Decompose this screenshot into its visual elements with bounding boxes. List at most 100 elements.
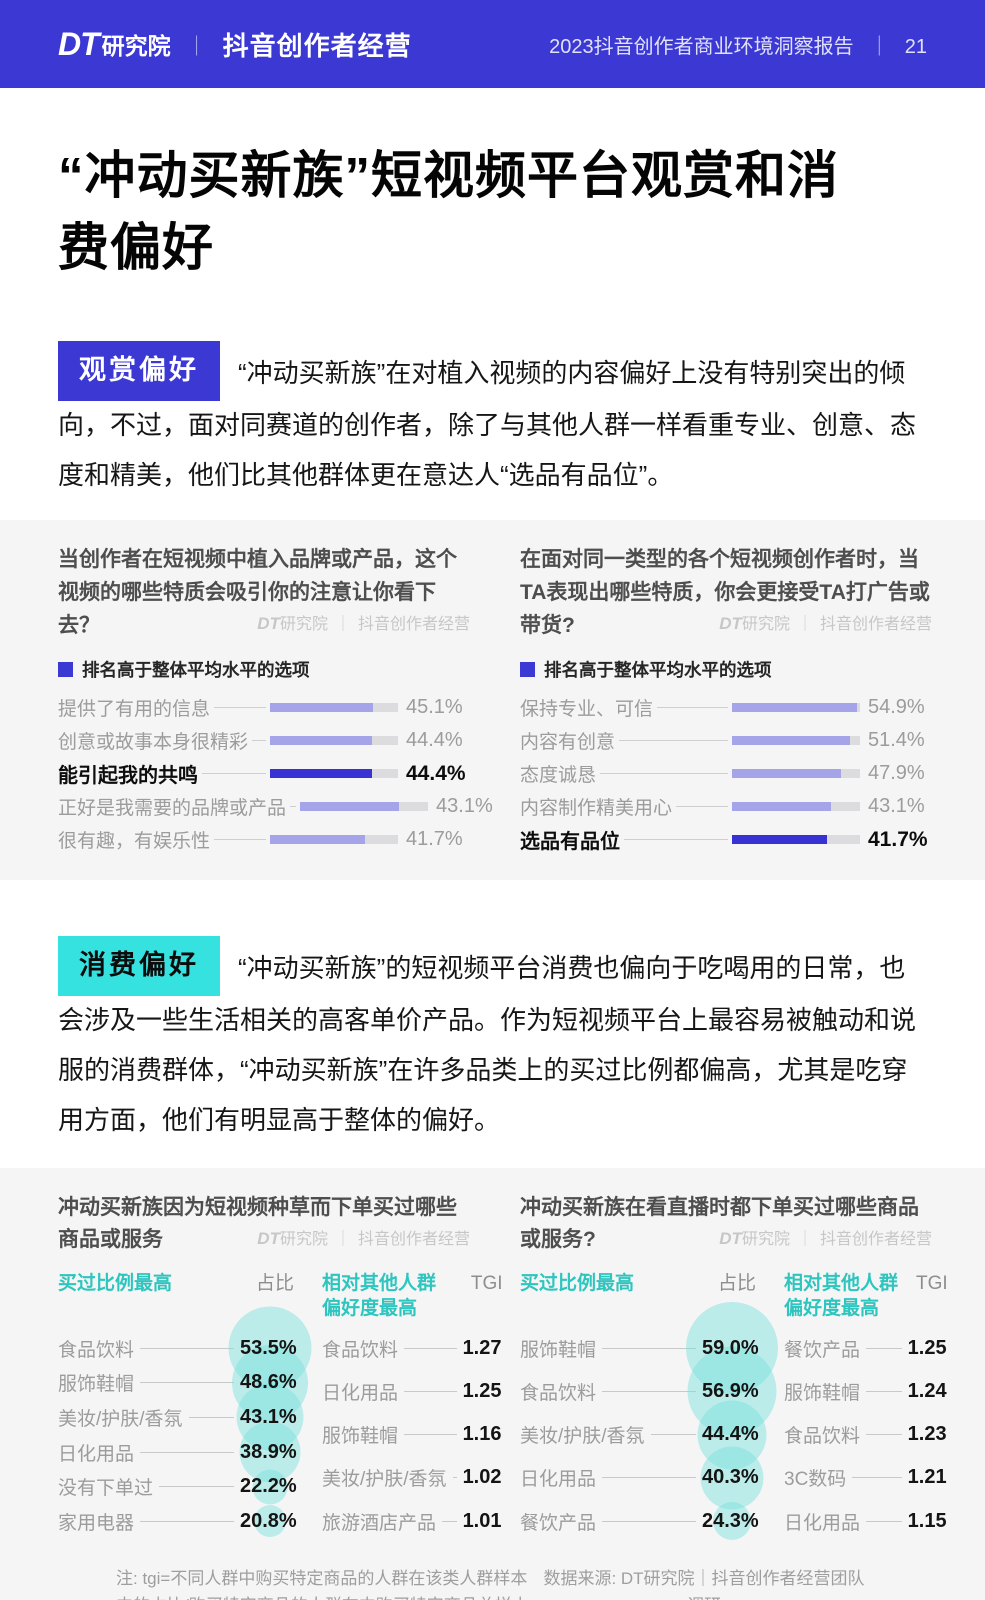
row-value-text: 59.0%	[702, 1336, 759, 1359]
bar-fill	[732, 703, 858, 713]
table-body: 买过比例最高 占比 服饰鞋帽 59.0% 食品饮料 56.9% 美妆/护肤/香氛 44.4% 日…	[520, 1271, 948, 1541]
bar-label: 态度诚恳	[520, 765, 597, 787]
table-row: 食品饮料 56.9%	[520, 1346, 777, 1436]
row-value: 43.1%	[236, 1383, 308, 1451]
viewing-preference-paragraph: 观赏偏好 “冲动买新族”在对植入视频的内容偏好上没有特别突出的倾向，不过，面对同赛…	[58, 340, 927, 501]
page-number: 21	[904, 35, 927, 58]
value-column-header: TGI	[470, 1272, 503, 1294]
row-value-text: 22.2%	[240, 1475, 297, 1498]
table-row: 餐饮产品 24.3%	[520, 1502, 770, 1541]
row-label: 餐饮产品	[784, 1339, 861, 1361]
bar-track	[270, 769, 398, 779]
leader-line	[140, 1382, 234, 1384]
leader-line	[866, 1390, 902, 1392]
dt-watermark-suffix: 研究院	[741, 616, 790, 634]
row-value-text: 1.25	[462, 1379, 502, 1402]
row-value: 22.2%	[240, 1469, 308, 1505]
leader-line	[650, 1434, 696, 1436]
leader-line	[202, 773, 266, 775]
table-rows: 食品饮料 1.27 日化用品 1.25 服饰鞋帽 1.16 美妆/护肤/香氛 1.02 旅游酒店…	[322, 1335, 511, 1535]
row-value-text: 43.1%	[240, 1405, 297, 1428]
bar-value: 41.7%	[406, 828, 463, 851]
report-title: 2023抖音创作者商业环境洞察报告	[549, 35, 854, 58]
value-bubble	[687, 1346, 777, 1436]
table-title: 冲动买新族因为短视频种草而下单买过哪些商品或服务 DT研究院 ｜ 抖音创作者经营	[58, 1192, 470, 1257]
leader-line	[452, 1477, 457, 1479]
column-header: 买过比例最高	[520, 1272, 635, 1294]
bar-fill	[270, 703, 374, 713]
chart-title-text: 在面对同一类型的各个短视频创作者时，当TA表现出哪些特质，你会更接受TA打广告或…	[520, 548, 930, 637]
row-value: 56.9%	[687, 1346, 777, 1436]
row-label: 旅游酒店产品	[322, 1512, 437, 1534]
bar-row: 内容制作精美用心 43.1%	[520, 790, 932, 823]
consumption-preference-paragraph: 消费偏好 “冲动买新族”的短视频平台消费也偏向于吃喝用的日常，也会涉及一些生活相关…	[58, 936, 927, 1146]
table-row: 餐饮产品 1.25	[784, 1335, 956, 1362]
row-label: 食品饮料	[784, 1426, 861, 1448]
footnotes: 注: tgi=不同人群中购买特定商品的人群在该类人群样本中的占比/购买特定商品的…	[58, 1565, 927, 1600]
watermark-divider: ｜	[334, 1230, 351, 1248]
table-row: 美妆/护肤/香氛 43.1%	[58, 1383, 308, 1451]
row-label: 日化用品	[322, 1382, 399, 1404]
dt-watermark-logo: DT	[257, 1228, 280, 1248]
row-value: 20.8%	[240, 1505, 308, 1538]
tgi-footnote: 注: tgi=不同人群中购买特定商品的人群在该类人群样本中的占比/购买特定商品的…	[116, 1568, 529, 1600]
legend-square-icon	[58, 662, 73, 678]
chart-title-text: 当创作者在短视频中植入品牌或产品，这个视频的哪些特质会吸引你的注意让你看下去？	[58, 548, 457, 637]
dt-watermark: DT研究院 ｜ 抖音创作者经营	[719, 611, 932, 638]
row-value-text: 1.23	[907, 1423, 947, 1446]
table-row: 美妆/护肤/香氛 44.4%	[520, 1400, 770, 1470]
leader-line	[404, 1434, 457, 1436]
table-sub-header: 买过比例最高 占比	[520, 1271, 770, 1335]
table-row: 美妆/护肤/香氛 1.02	[322, 1464, 511, 1491]
chart-title: 当创作者在短视频中植入品牌或产品，这个视频的哪些特质会吸引你的注意让你看下去？ D…	[58, 544, 470, 642]
bar-track	[732, 769, 860, 779]
table-row: 3C数码 1.21	[784, 1464, 956, 1491]
table-sub-header: 相对其他人群偏好度最高 TGI	[784, 1271, 956, 1335]
row-label: 日化用品	[520, 1469, 597, 1491]
watermark-divider: ｜	[796, 616, 813, 634]
dt-watermark-logo: DT	[719, 614, 742, 634]
row-value: 24.3%	[702, 1502, 770, 1541]
leader-line	[866, 1434, 902, 1436]
legend-square-icon	[520, 662, 535, 678]
value-bubble	[228, 1306, 312, 1390]
table-row: 没有下单过 22.2%	[58, 1469, 308, 1505]
row-value-text: 24.3%	[702, 1509, 759, 1532]
row-value-text: 48.6%	[240, 1371, 297, 1394]
row-label: 美妆/护肤/香氛	[58, 1408, 183, 1430]
report-divider: ｜	[869, 35, 890, 58]
table-sub-left: 买过比例最高 占比 服饰鞋帽 59.0% 食品饮料 56.9% 美妆/护肤/香氛 44.4% 日…	[520, 1271, 778, 1541]
row-label: 家用电器	[58, 1512, 135, 1534]
bar-track	[270, 703, 398, 713]
table-row: 服饰鞋帽 59.0%	[520, 1302, 778, 1395]
bar-label: 内容制作精美用心	[520, 798, 673, 820]
legend-label: 排名高于整体平均水平的选项	[82, 660, 310, 681]
leader-line	[290, 806, 297, 808]
row-value-text: 1.16	[462, 1423, 502, 1446]
value-bubble	[236, 1383, 304, 1451]
row-label: 服饰鞋帽	[58, 1374, 135, 1396]
bar-track	[732, 736, 860, 746]
row-value-text: 44.4%	[702, 1423, 759, 1446]
table-live-purchase: 冲动买新族在看直播时都下单买过哪些商品或服务? DT研究院 ｜ 抖音创作者经营 买过比例…	[520, 1192, 948, 1541]
dt-watermark-suffix: 研究院	[279, 1230, 328, 1248]
row-value-text: 1.02	[462, 1466, 502, 1489]
table-rows: 食品饮料 53.5% 服饰鞋帽 48.6% 美妆/护肤/香氛 43.1% 日化用品 38.9%…	[58, 1306, 312, 1538]
row-value: 1.25	[463, 1380, 511, 1403]
row-value: 44.4%	[697, 1400, 770, 1470]
leader-line	[252, 740, 266, 742]
column-header: 相对其他人群偏好度最高	[784, 1272, 899, 1320]
value-bubble	[231, 1344, 308, 1421]
bar-value: 45.1%	[406, 696, 463, 719]
leader-line	[866, 1520, 902, 1522]
chart-accept-ad: 在面对同一类型的各个短视频创作者时，当TA表现出哪些特质，你会更接受TA打广告或…	[520, 544, 932, 856]
bar-row: 内容有创意 51.4%	[520, 724, 932, 757]
dt-watermark-suffix: 研究院	[279, 616, 328, 634]
value-bubble	[252, 1469, 288, 1505]
watermark-label: 抖音创作者经营	[357, 616, 470, 634]
bar-value: 41.7%	[868, 827, 928, 851]
table-row: 食品饮料 1.27	[322, 1335, 511, 1362]
bar-value: 44.4%	[406, 729, 463, 752]
table-sub-header: 买过比例最高 占比	[58, 1271, 308, 1335]
leader-line	[852, 1477, 902, 1479]
